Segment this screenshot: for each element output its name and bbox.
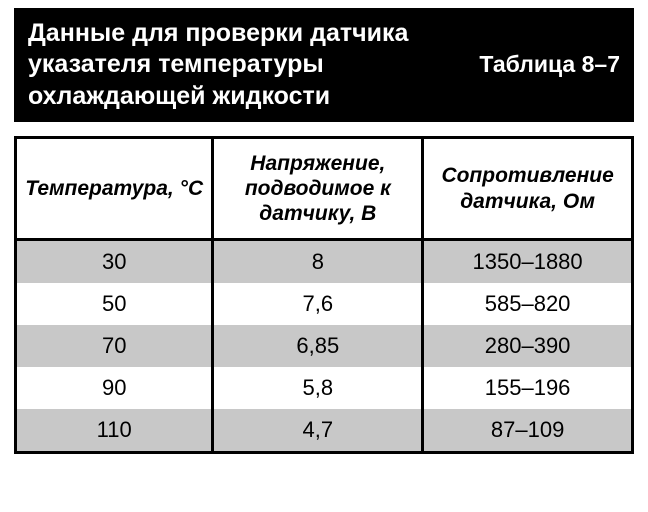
cell-resistance: 87–109 <box>423 409 633 453</box>
table-row: 90 5,8 155–196 <box>16 367 633 409</box>
table-header-row: Температура, °C Напряжение, подводимое к… <box>16 137 633 240</box>
column-header-temperature: Температура, °C <box>16 137 213 240</box>
table-title: Данные для проверки датчика указателя те… <box>28 18 448 112</box>
cell-voltage: 8 <box>213 240 423 284</box>
cell-resistance: 585–820 <box>423 283 633 325</box>
cell-voltage: 7,6 <box>213 283 423 325</box>
cell-voltage: 4,7 <box>213 409 423 453</box>
cell-resistance: 155–196 <box>423 367 633 409</box>
cell-temperature: 30 <box>16 240 213 284</box>
sensor-data-table: Температура, °C Напряжение, подводимое к… <box>14 136 634 455</box>
table-row: 110 4,7 87–109 <box>16 409 633 453</box>
cell-voltage: 6,85 <box>213 325 423 367</box>
table-reference: Таблица 8–7 <box>479 51 620 78</box>
table-row: 70 6,85 280–390 <box>16 325 633 367</box>
cell-temperature: 90 <box>16 367 213 409</box>
title-bar: Данные для проверки датчика указателя те… <box>14 8 634 122</box>
cell-temperature: 70 <box>16 325 213 367</box>
table-row: 50 7,6 585–820 <box>16 283 633 325</box>
cell-temperature: 50 <box>16 283 213 325</box>
table-row: 30 8 1350–1880 <box>16 240 633 284</box>
cell-temperature: 110 <box>16 409 213 453</box>
column-header-voltage: Напряжение, подводимое к датчику, В <box>213 137 423 240</box>
cell-voltage: 5,8 <box>213 367 423 409</box>
cell-resistance: 280–390 <box>423 325 633 367</box>
cell-resistance: 1350–1880 <box>423 240 633 284</box>
column-header-resistance: Сопротив­ление датчи­ка, Ом <box>423 137 633 240</box>
